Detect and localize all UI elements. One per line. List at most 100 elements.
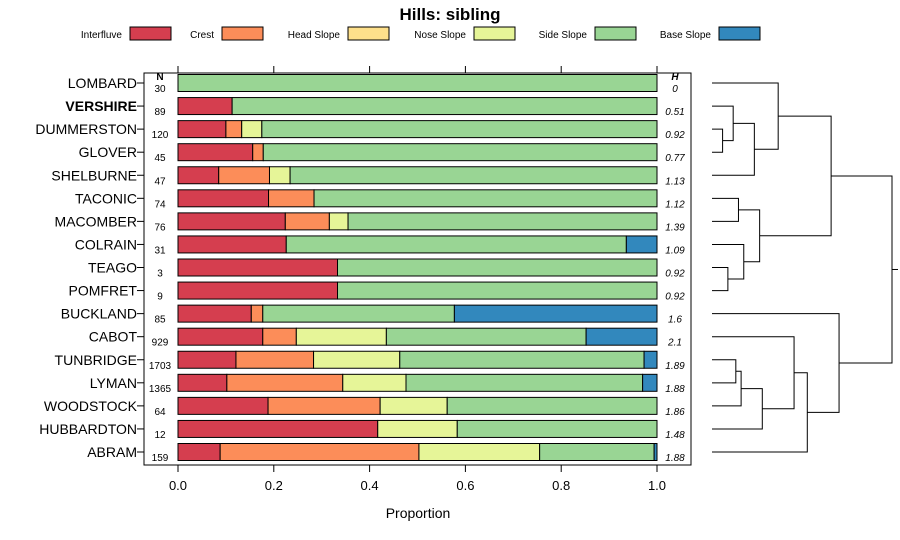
x-axis-title: Proportion — [386, 505, 451, 521]
h-value: 0.51 — [665, 107, 684, 118]
legend-label: Crest — [190, 30, 214, 41]
h-value: 1.12 — [665, 199, 685, 210]
h-column-header: H — [671, 72, 679, 83]
bar-row: SHELBURNE 47 1.13 — [51, 166, 685, 187]
x-tick-label: 0.6 — [456, 478, 474, 493]
bar-segment-nose-slope — [377, 419, 458, 438]
plot-panel — [143, 72, 692, 466]
row-label: DUMMERSTON — [35, 121, 137, 137]
bar-segment-side-slope — [289, 166, 658, 185]
bar-segment-side-slope — [285, 235, 627, 254]
bar-segment-nose-slope — [295, 327, 387, 346]
bar-segment-crest — [268, 189, 315, 208]
h-value: 0 — [672, 84, 678, 95]
bar-segment-interfluve — [177, 97, 233, 116]
n-value: 47 — [154, 176, 166, 187]
top-axis-ticks — [177, 66, 658, 73]
bar-row: LOMBARD 30 0 — [68, 74, 678, 95]
bar-segment-interfluve — [177, 443, 221, 461]
bar-segment-base-slope — [453, 304, 658, 323]
bar-segment-nose-slope — [313, 350, 401, 369]
legend-swatch — [594, 26, 637, 41]
bar-segment-interfluve — [177, 143, 254, 162]
bar-segment-side-slope — [347, 212, 658, 231]
bar-segment-side-slope — [385, 327, 587, 346]
legend-swatch — [473, 26, 516, 41]
dendrogram-link — [712, 267, 729, 292]
dendrogram-link — [712, 82, 779, 150]
dendrogram-link — [831, 175, 893, 364]
bar-row: WOODSTOCK 64 1.86 — [44, 396, 685, 418]
bar-segment-interfluve — [177, 304, 252, 323]
n-value: 31 — [154, 245, 166, 256]
row-label: MACOMBER — [55, 213, 137, 229]
n-column-header: N — [156, 72, 163, 83]
legend-swatch — [221, 26, 264, 41]
bar-row: GLOVER 45 0.77 — [79, 143, 685, 164]
dendrogram — [712, 82, 898, 453]
row-label: VERSHIRE — [65, 98, 137, 114]
bar-segment-crest — [226, 373, 344, 392]
bar-rows: LOMBARD 30 0 VERSHIRE 89 0.51 DUMMERSTON 120 0.9… — [35, 74, 685, 464]
chart-title: Hills: sibling — [399, 5, 500, 24]
h-value: 0.92 — [665, 292, 685, 303]
bar-segment-interfluve — [177, 350, 237, 369]
bar-segment-nose-slope — [342, 373, 407, 392]
bar-segment-interfluve — [177, 396, 269, 415]
legend-swatch — [129, 26, 172, 41]
legend-label: Interfluve — [81, 30, 123, 41]
bar-row: COLRAIN 31 1.09 — [75, 235, 685, 256]
row-label: WOODSTOCK — [44, 398, 138, 414]
n-value: 1703 — [149, 361, 172, 372]
n-value: 76 — [154, 222, 166, 233]
bar-row: TACONIC 74 1.12 — [75, 189, 685, 210]
n-value: 89 — [154, 107, 166, 118]
h-value: 1.89 — [665, 361, 685, 372]
bar-segment-interfluve — [177, 419, 379, 438]
row-label: BUCKLAND — [61, 306, 137, 322]
legend-label: Head Slope — [288, 30, 341, 41]
h-value: 0.92 — [665, 130, 685, 141]
n-value: 30 — [154, 84, 166, 95]
n-value: 3 — [157, 269, 163, 280]
h-value: 1.13 — [665, 176, 685, 187]
dendrogram-link — [712, 128, 724, 153]
n-value: 12 — [154, 430, 166, 441]
row-label: TACONIC — [75, 190, 137, 206]
bar-segment-side-slope — [177, 74, 658, 92]
x-axis: 0.0 0.2 0.4 0.6 0.8 1.0 — [169, 465, 666, 493]
bar-segment-side-slope — [337, 258, 658, 277]
bar-row: CABOT 929 2.1 — [89, 327, 682, 349]
legend: Interfluve Crest Head Slope Nose Slope Side … — [81, 26, 761, 41]
bar-segment-nose-slope — [268, 166, 291, 185]
dendrogram-link — [712, 370, 742, 407]
bar-segment-base-slope — [625, 235, 658, 254]
dendrogram-link — [712, 197, 739, 222]
bar-segment-base-slope — [642, 373, 658, 392]
h-value: 0.92 — [665, 269, 685, 280]
row-label: SHELBURNE — [51, 167, 137, 183]
x-tick-label: 1.0 — [648, 478, 666, 493]
n-value: 64 — [154, 407, 166, 418]
bar-segment-interfluve — [177, 166, 220, 185]
row-label: POMFRET — [69, 283, 138, 299]
bar-segment-interfluve — [177, 373, 228, 392]
bar-segment-side-slope — [231, 97, 658, 116]
n-value: 45 — [154, 153, 166, 164]
bar-segment-nose-slope — [328, 212, 349, 231]
legend-swatch — [347, 26, 390, 41]
n-value: 929 — [152, 338, 169, 349]
bar-segment-side-slope — [446, 396, 658, 415]
bar-row: ABRAM 159 1.88 — [87, 443, 685, 464]
x-tick-label: 0.4 — [361, 478, 379, 493]
x-tick-label: 0.8 — [552, 478, 570, 493]
n-value: 9 — [157, 292, 163, 303]
dendrogram-link — [712, 388, 763, 430]
row-label: ABRAM — [87, 444, 137, 460]
bar-segment-crest — [262, 327, 297, 346]
legend-label: Side Slope — [539, 30, 588, 41]
bar-segment-side-slope — [399, 350, 645, 369]
bar-segment-side-slope — [456, 419, 658, 438]
legend-swatch — [718, 26, 761, 41]
